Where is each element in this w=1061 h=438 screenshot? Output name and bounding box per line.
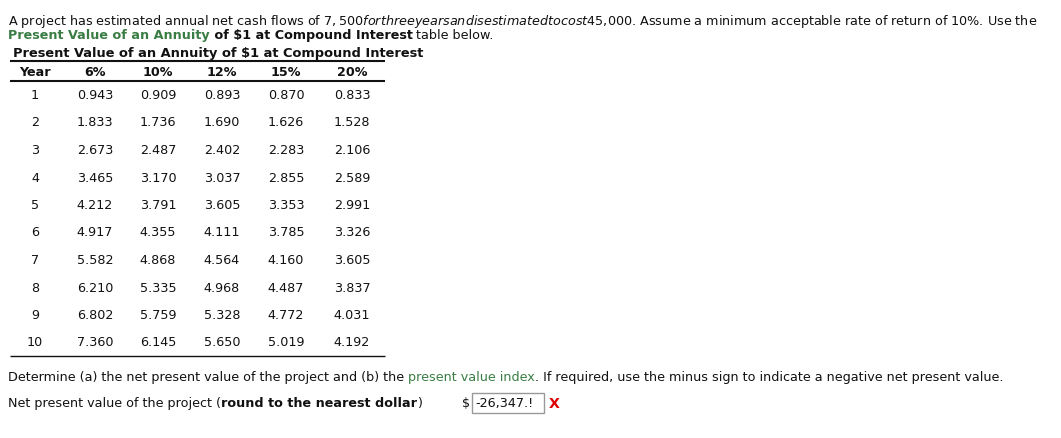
Text: 1.736: 1.736 bbox=[140, 116, 176, 129]
Text: 5.650: 5.650 bbox=[204, 336, 240, 349]
Text: 5.335: 5.335 bbox=[140, 281, 176, 294]
Text: 0.870: 0.870 bbox=[267, 89, 305, 102]
Text: Net present value of the project (: Net present value of the project ( bbox=[8, 396, 221, 409]
Text: 2.106: 2.106 bbox=[334, 144, 370, 157]
Text: 2: 2 bbox=[31, 116, 39, 129]
Text: 5: 5 bbox=[31, 198, 39, 212]
Text: 4.487: 4.487 bbox=[267, 281, 305, 294]
Text: 1.528: 1.528 bbox=[334, 116, 370, 129]
Text: 8: 8 bbox=[31, 281, 39, 294]
Text: 0.893: 0.893 bbox=[204, 89, 240, 102]
Text: Present Value of an Annuity: Present Value of an Annuity bbox=[8, 29, 210, 42]
Text: 3.791: 3.791 bbox=[140, 198, 176, 212]
Text: 4.868: 4.868 bbox=[140, 254, 176, 266]
Text: 3.465: 3.465 bbox=[76, 171, 114, 184]
Text: 1: 1 bbox=[31, 89, 39, 102]
Text: 2.589: 2.589 bbox=[334, 171, 370, 184]
Text: 1.690: 1.690 bbox=[204, 116, 240, 129]
Text: 3.326: 3.326 bbox=[334, 226, 370, 239]
Text: 6.210: 6.210 bbox=[76, 281, 114, 294]
Text: 2.487: 2.487 bbox=[140, 144, 176, 157]
Text: 4.212: 4.212 bbox=[76, 198, 114, 212]
Text: 3.605: 3.605 bbox=[204, 198, 240, 212]
Text: 3.170: 3.170 bbox=[140, 171, 176, 184]
Text: 5.759: 5.759 bbox=[140, 308, 176, 321]
Text: present value index: present value index bbox=[408, 370, 535, 383]
Text: 3.785: 3.785 bbox=[267, 226, 305, 239]
Text: 1.626: 1.626 bbox=[267, 116, 305, 129]
Text: 6%: 6% bbox=[84, 66, 106, 79]
Text: 3.353: 3.353 bbox=[267, 198, 305, 212]
Text: Determine (a) the net present value of the project and (b) the: Determine (a) the net present value of t… bbox=[8, 370, 408, 383]
Text: 5.328: 5.328 bbox=[204, 308, 240, 321]
Text: 2.283: 2.283 bbox=[267, 144, 305, 157]
Text: of $1 at Compound Interest: of $1 at Compound Interest bbox=[210, 29, 413, 42]
Text: 3.605: 3.605 bbox=[334, 254, 370, 266]
Text: 4.160: 4.160 bbox=[267, 254, 305, 266]
Text: X: X bbox=[549, 396, 560, 410]
Text: 7.360: 7.360 bbox=[76, 336, 114, 349]
Text: 4.772: 4.772 bbox=[267, 308, 305, 321]
Text: 5.582: 5.582 bbox=[76, 254, 114, 266]
Text: 2.991: 2.991 bbox=[334, 198, 370, 212]
Text: Present Value of an Annuity of $1 at Compound Interest: Present Value of an Annuity of $1 at Com… bbox=[13, 47, 423, 60]
Text: 4.031: 4.031 bbox=[334, 308, 370, 321]
Text: 3: 3 bbox=[31, 144, 39, 157]
Text: 4.968: 4.968 bbox=[204, 281, 240, 294]
Text: 4.355: 4.355 bbox=[140, 226, 176, 239]
Text: A project has estimated annual net cash flows of $7,500 for three years and is e: A project has estimated annual net cash … bbox=[8, 13, 1038, 30]
Text: 0.943: 0.943 bbox=[76, 89, 114, 102]
Text: ): ) bbox=[417, 396, 422, 409]
Text: . If required, use the minus sign to indicate a negative net present value.: . If required, use the minus sign to ind… bbox=[535, 370, 1004, 383]
Text: 3.037: 3.037 bbox=[204, 171, 240, 184]
Text: 2.855: 2.855 bbox=[267, 171, 305, 184]
Text: 5.019: 5.019 bbox=[267, 336, 305, 349]
Text: Year: Year bbox=[19, 66, 51, 79]
Text: 10%: 10% bbox=[143, 66, 173, 79]
Text: 6: 6 bbox=[31, 226, 39, 239]
Text: table below.: table below. bbox=[413, 29, 493, 42]
Text: 4: 4 bbox=[31, 171, 39, 184]
Text: 9: 9 bbox=[31, 308, 39, 321]
Text: 4.192: 4.192 bbox=[334, 336, 370, 349]
Text: 6.145: 6.145 bbox=[140, 336, 176, 349]
Text: 20%: 20% bbox=[336, 66, 367, 79]
Text: 4.111: 4.111 bbox=[204, 226, 240, 239]
Text: 0.833: 0.833 bbox=[334, 89, 370, 102]
Text: 4.564: 4.564 bbox=[204, 254, 240, 266]
Text: 0.909: 0.909 bbox=[140, 89, 176, 102]
Text: -26,347.!: -26,347.! bbox=[475, 396, 533, 409]
Text: 4.917: 4.917 bbox=[76, 226, 114, 239]
Text: $: $ bbox=[462, 396, 470, 409]
Text: round to the nearest dollar: round to the nearest dollar bbox=[221, 396, 417, 409]
Text: 1.833: 1.833 bbox=[76, 116, 114, 129]
Text: 2.673: 2.673 bbox=[76, 144, 114, 157]
FancyBboxPatch shape bbox=[472, 393, 544, 413]
Text: 7: 7 bbox=[31, 254, 39, 266]
Text: 12%: 12% bbox=[207, 66, 238, 79]
Text: 2.402: 2.402 bbox=[204, 144, 240, 157]
Text: 6.802: 6.802 bbox=[76, 308, 114, 321]
Text: 3.837: 3.837 bbox=[334, 281, 370, 294]
Text: 10: 10 bbox=[27, 336, 44, 349]
Text: 15%: 15% bbox=[271, 66, 301, 79]
